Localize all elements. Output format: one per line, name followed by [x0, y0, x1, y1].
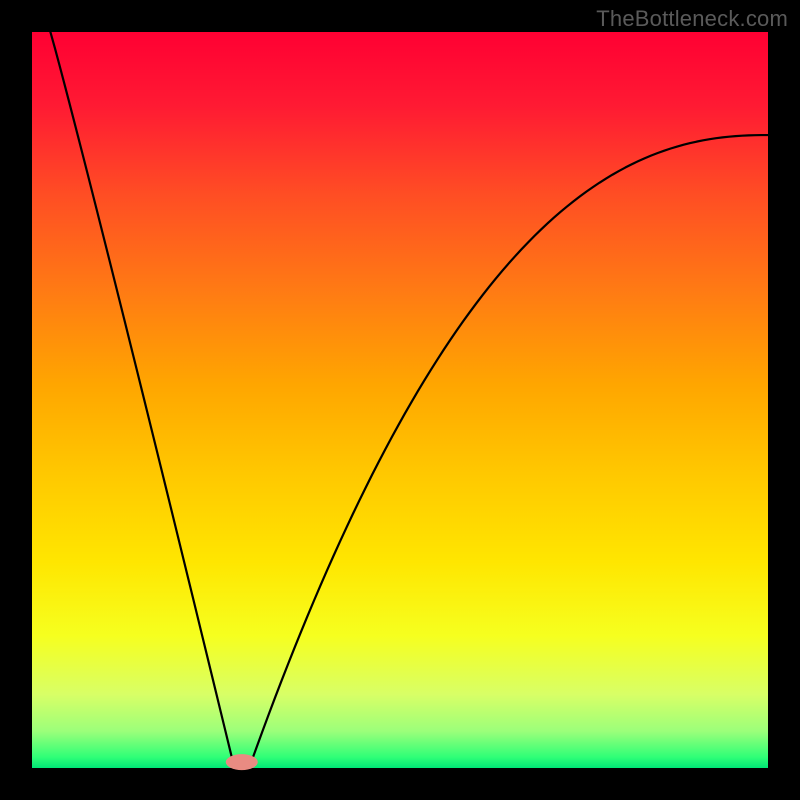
- chart-container: TheBottleneck.com: [0, 0, 800, 800]
- watermark-text: TheBottleneck.com: [596, 6, 788, 32]
- chart-plot-background: [32, 32, 768, 768]
- bottleneck-chart: [0, 0, 800, 800]
- optimal-point-marker: [226, 754, 258, 770]
